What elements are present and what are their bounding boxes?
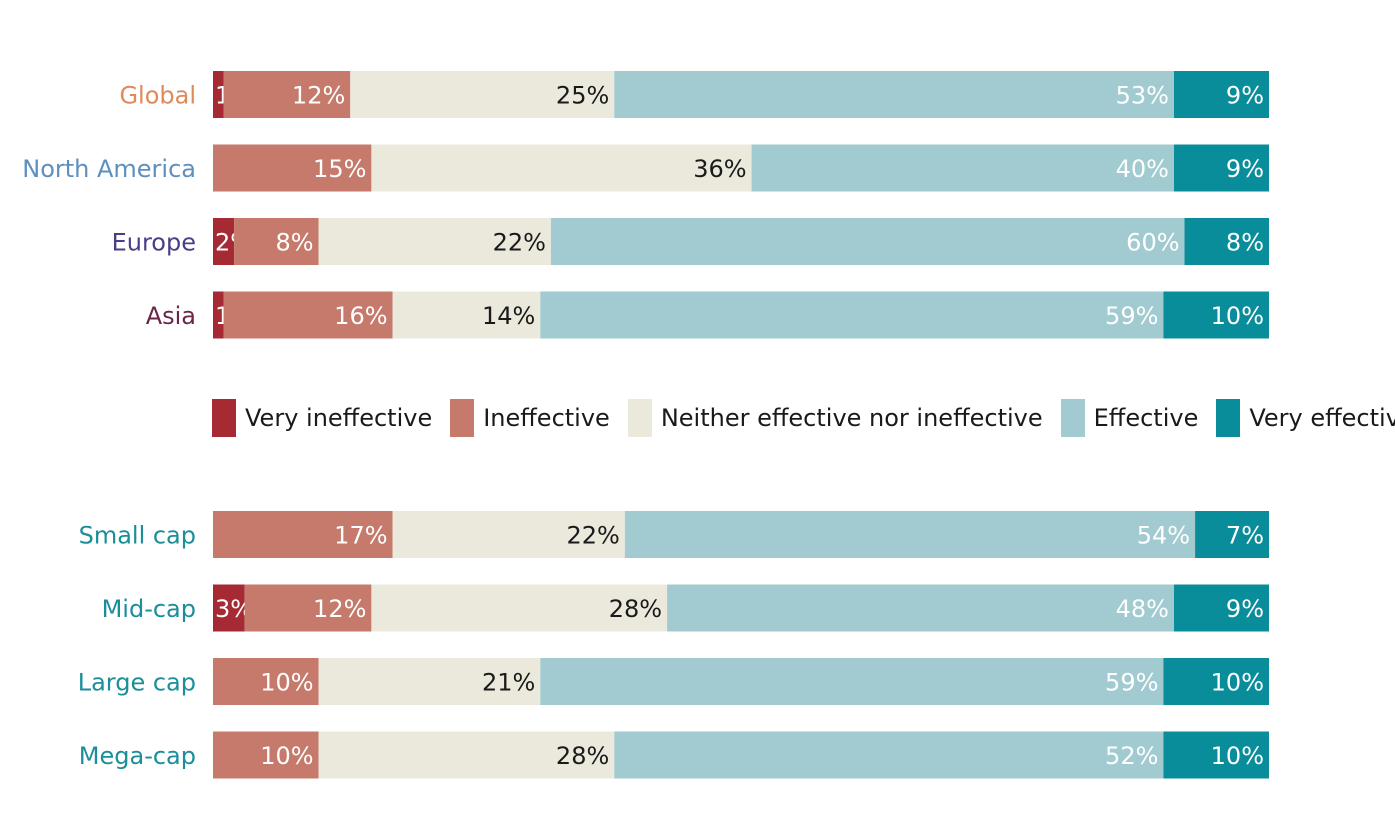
bar-segment-mid-cap-ineffective xyxy=(244,584,372,632)
bar-segment-global-neither xyxy=(350,71,615,118)
bar-segment-global-ineffective xyxy=(223,71,351,118)
data-label-small-cap-effective: 54% xyxy=(1137,522,1190,550)
bar-segment-large-cap-very-effective xyxy=(1163,658,1269,705)
bar-segment-north-america-ineffective xyxy=(213,144,372,192)
data-label-europe-effective: 60% xyxy=(1126,229,1179,257)
bar-segment-mega-cap-effective xyxy=(614,731,1164,779)
legend-item-effective: Effective xyxy=(1060,399,1199,437)
bar-segment-asia-neither xyxy=(392,291,541,339)
row-label-asia: Asia xyxy=(146,302,196,330)
data-label-large-cap-effective: 59% xyxy=(1105,669,1158,697)
data-label-asia-neither: 14% xyxy=(482,302,535,330)
legend: Very ineffective Ineffective Neither eff… xyxy=(212,398,1395,438)
legend-swatch-very-effective xyxy=(1216,399,1241,437)
row-label-mega-cap: Mega-cap xyxy=(79,742,196,770)
bar-segment-small-cap-neither xyxy=(392,511,625,558)
bar-segment-global-very-ineffective xyxy=(213,71,224,118)
data-label-global-ineffective: 12% xyxy=(292,82,345,110)
bar-segment-mid-cap-effective xyxy=(667,584,1174,632)
bar-segment-global-very-effective xyxy=(1173,71,1269,118)
legend-swatch-very-ineffective xyxy=(212,399,236,437)
legend-swatch-ineffective xyxy=(450,399,475,437)
bar-segment-asia-very-ineffective xyxy=(213,291,224,339)
data-label-mega-cap-effective: 52% xyxy=(1105,742,1158,770)
legend-label-very-effective: Very effective xyxy=(1249,404,1395,432)
bar-segment-mid-cap-neither xyxy=(371,584,668,632)
bar-segment-small-cap-effective xyxy=(624,511,1196,558)
bar-segment-large-cap-effective xyxy=(540,658,1164,705)
data-label-asia-ineffective: 16% xyxy=(334,302,387,330)
data-label-mega-cap-neither: 28% xyxy=(556,742,609,770)
bar-segment-europe-very-effective xyxy=(1184,218,1269,265)
row-label-north-america: North America xyxy=(22,155,196,183)
legend-swatch-neither xyxy=(627,399,652,437)
data-label-europe-ineffective: 8% xyxy=(276,229,314,257)
data-label-north-america-ineffective: 15% xyxy=(313,155,366,183)
legend-item-neither: Neither effective nor ineffective xyxy=(627,399,1043,437)
bar-segment-north-america-very-effective xyxy=(1173,144,1269,192)
bar-segment-asia-effective xyxy=(540,291,1164,339)
row-label-small-cap: Small cap xyxy=(79,522,196,550)
data-label-europe-very-effective: 8% xyxy=(1226,229,1264,257)
bar-segment-mega-cap-ineffective xyxy=(213,731,319,779)
data-label-north-america-very-effective: 9% xyxy=(1226,155,1264,183)
legend-label-ineffective: Ineffective xyxy=(483,404,610,432)
bar-segment-mid-cap-very-effective xyxy=(1173,584,1269,632)
bar-segment-north-america-neither xyxy=(371,144,752,192)
data-label-small-cap-ineffective: 17% xyxy=(334,522,387,550)
row-label-global: Global xyxy=(119,82,196,110)
bar-segment-large-cap-ineffective xyxy=(213,658,319,705)
bar-segment-europe-ineffective xyxy=(234,218,319,265)
bar-segment-europe-neither xyxy=(318,218,551,265)
bar-segment-mid-cap-very-ineffective xyxy=(213,584,245,632)
data-label-mid-cap-ineffective: 12% xyxy=(313,595,366,623)
data-label-asia-very-effective: 10% xyxy=(1211,302,1264,330)
data-label-asia-effective: 59% xyxy=(1105,302,1158,330)
data-label-north-america-effective: 40% xyxy=(1116,155,1169,183)
data-label-mid-cap-effective: 48% xyxy=(1116,595,1169,623)
data-label-large-cap-ineffective: 10% xyxy=(260,669,313,697)
row-label-large-cap: Large cap xyxy=(78,669,196,697)
bar-segment-mega-cap-neither xyxy=(318,731,615,779)
bar-segment-large-cap-neither xyxy=(318,658,541,705)
data-label-small-cap-neither: 22% xyxy=(566,522,619,550)
data-label-global-very-effective: 9% xyxy=(1226,82,1264,110)
legend-label-neither: Neither effective nor ineffective xyxy=(660,404,1043,432)
data-label-mega-cap-ineffective: 10% xyxy=(260,742,313,770)
legend-swatch-effective xyxy=(1060,399,1085,437)
bar-segment-asia-very-effective xyxy=(1163,291,1269,339)
bar-segment-north-america-effective xyxy=(751,144,1174,192)
bar-segment-small-cap-ineffective xyxy=(213,511,393,558)
legend-item-very-effective: Very effective xyxy=(1216,399,1395,437)
data-label-small-cap-very-effective: 7% xyxy=(1226,522,1264,550)
data-label-global-effective: 53% xyxy=(1116,82,1169,110)
data-label-mega-cap-very-effective: 10% xyxy=(1211,742,1264,770)
data-label-large-cap-very-effective: 10% xyxy=(1211,669,1264,697)
row-label-mid-cap: Mid-cap xyxy=(102,595,196,623)
data-label-global-neither: 25% xyxy=(556,82,609,110)
legend-label-effective: Effective xyxy=(1093,404,1199,432)
data-label-mid-cap-neither: 28% xyxy=(609,595,662,623)
data-label-north-america-neither: 36% xyxy=(693,155,746,183)
data-label-large-cap-neither: 21% xyxy=(482,669,535,697)
data-label-europe-neither: 22% xyxy=(493,229,546,257)
bar-segment-europe-effective xyxy=(550,218,1185,265)
bar-segment-europe-very-ineffective xyxy=(213,218,235,265)
data-label-mid-cap-very-effective: 9% xyxy=(1226,595,1264,623)
legend-item-ineffective: Ineffective xyxy=(450,399,610,437)
bar-segment-asia-ineffective xyxy=(223,291,393,339)
bar-segment-mega-cap-very-effective xyxy=(1163,731,1269,779)
legend-item-very-ineffective: Very ineffective xyxy=(212,399,432,437)
row-label-europe: Europe xyxy=(112,229,196,257)
legend-label-very-ineffective: Very ineffective xyxy=(245,404,433,432)
bar-segment-small-cap-very-effective xyxy=(1195,511,1269,558)
bar-segment-global-effective xyxy=(614,71,1174,118)
